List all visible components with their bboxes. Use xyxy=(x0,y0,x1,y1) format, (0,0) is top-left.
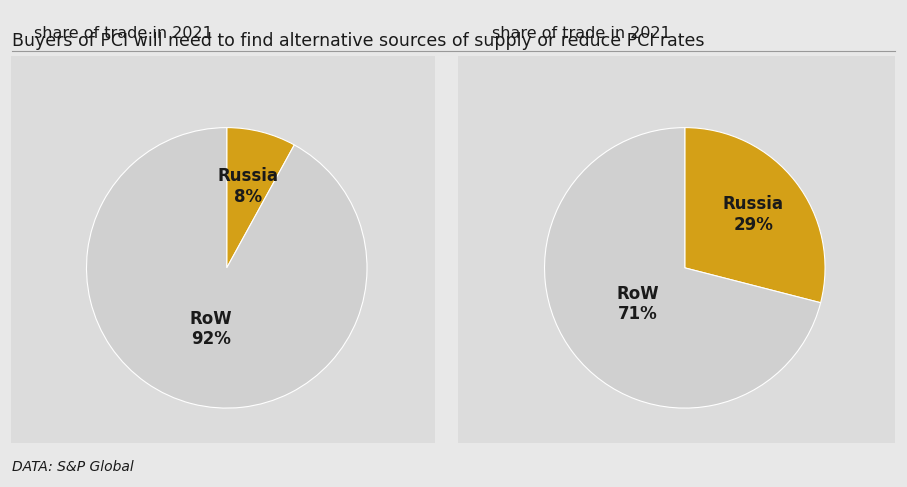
Wedge shape xyxy=(685,128,825,303)
Text: RoW
92%: RoW 92% xyxy=(190,310,232,348)
Text: share of trade in 2021: share of trade in 2021 xyxy=(34,26,213,41)
Wedge shape xyxy=(544,128,821,408)
Text: Russia
29%: Russia 29% xyxy=(723,195,784,234)
Text: DATA: S&P Global: DATA: S&P Global xyxy=(12,460,133,474)
Wedge shape xyxy=(227,128,294,268)
Text: share of trade in 2021: share of trade in 2021 xyxy=(492,26,671,41)
Wedge shape xyxy=(86,128,367,408)
Text: Buyers of PCI will need to find alternative sources of supply or reduce PCI rate: Buyers of PCI will need to find alternat… xyxy=(12,32,705,50)
Text: Russia
8%: Russia 8% xyxy=(217,167,278,206)
Text: RoW
71%: RoW 71% xyxy=(617,284,659,323)
